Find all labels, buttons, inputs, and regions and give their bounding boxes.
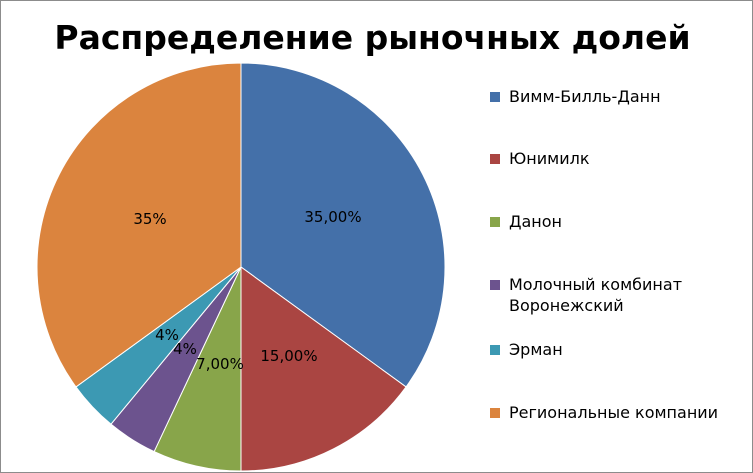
legend-label: Молочный комбинат Воронежский	[509, 275, 683, 315]
pie-slice	[36, 62, 242, 388]
legend-swatch	[490, 92, 500, 102]
legend-item: Региональные компании	[490, 402, 718, 423]
data-label: 15,00%	[260, 347, 317, 365]
legend-item: Данон	[490, 211, 562, 232]
pie-slice	[240, 266, 407, 472]
data-label: 35%	[133, 210, 166, 228]
legend-swatch	[490, 345, 500, 355]
legend-item: Эрман	[490, 339, 563, 360]
legend-swatch	[490, 217, 500, 227]
data-label: 35,00%	[304, 208, 361, 226]
legend-item: Юнимилк	[490, 148, 590, 169]
chart-title: Распределение рыночных долей	[54, 18, 691, 57]
legend-label: Юнимилк	[509, 149, 590, 168]
data-label: 4%	[155, 326, 179, 344]
legend-label: Эрман	[509, 340, 563, 359]
legend-swatch	[490, 280, 500, 290]
pie-slice	[240, 62, 446, 388]
legend-item: Молочный комбинат Воронежский	[490, 274, 734, 316]
legend-item: Вимм-Билль-Данн	[490, 86, 661, 107]
legend-swatch	[490, 154, 500, 164]
legend-label: Данон	[509, 212, 563, 231]
legend-swatch	[490, 408, 500, 418]
data-label: 7,00%	[196, 355, 244, 373]
legend-label: Региональные компании	[509, 403, 719, 422]
data-label: 4%	[173, 340, 197, 358]
legend-label: Вимм-Билль-Данн	[509, 87, 661, 106]
